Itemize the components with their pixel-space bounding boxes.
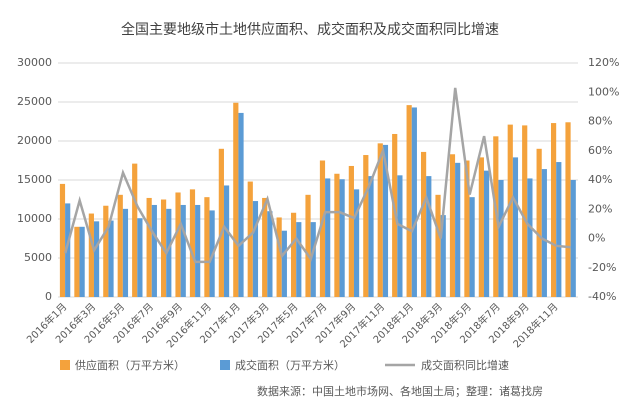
- bar: [281, 230, 287, 297]
- y-tick-label: 30000: [17, 56, 52, 69]
- bar: [305, 194, 311, 297]
- bar: [218, 148, 224, 297]
- bar: [122, 208, 129, 297]
- bar: [426, 176, 432, 297]
- bar: [406, 105, 412, 298]
- legend-label: 成交面积（万平方米）: [235, 358, 345, 372]
- bar: [238, 112, 244, 297]
- y2-tick-label: 0%: [588, 232, 605, 245]
- bar: [180, 204, 186, 297]
- bar: [88, 213, 94, 297]
- chart-title: 全国主要地级市土地供应面积、成交面积及成交面积同比增速: [121, 21, 499, 38]
- bar: [79, 226, 85, 297]
- bar: [565, 122, 571, 297]
- legend-label: 成交面积同比增速: [421, 358, 509, 372]
- legend-swatch: [220, 360, 230, 370]
- bar: [151, 204, 157, 297]
- bar: [435, 194, 441, 297]
- y-tick-label: 10000: [17, 212, 52, 225]
- y-tick-label: 20000: [17, 134, 52, 147]
- bar: [146, 197, 152, 297]
- bar: [411, 107, 417, 298]
- bar: [137, 218, 143, 297]
- bar: [536, 148, 542, 297]
- y2-tick-label: 120%: [588, 56, 619, 69]
- growth-line: [64, 87, 571, 264]
- y-tick-label: 15000: [17, 173, 52, 186]
- bar: [550, 123, 557, 297]
- bar: [469, 197, 475, 297]
- bar: [103, 205, 109, 297]
- bar: [483, 170, 490, 297]
- bar: [74, 226, 80, 297]
- bar: [527, 178, 533, 297]
- bar: [440, 215, 446, 297]
- bar: [108, 220, 114, 297]
- bar: [290, 212, 297, 297]
- y2-tick-label: 60%: [588, 144, 612, 157]
- bar: [319, 160, 326, 297]
- source-note: 数据来源：中国土地市场网、各地国土局；整理：诸葛找房: [257, 384, 543, 398]
- bar: [449, 154, 456, 297]
- bar: [455, 162, 461, 297]
- bar: [233, 102, 239, 297]
- bar: [498, 180, 504, 297]
- bar: [296, 222, 302, 297]
- bar: [464, 160, 470, 297]
- bar: [368, 176, 374, 297]
- y2-tick-label: -40%: [588, 290, 616, 303]
- bar: [363, 155, 369, 297]
- y-tick-label: 25000: [17, 95, 52, 108]
- bar: [132, 163, 138, 297]
- bar: [556, 162, 562, 297]
- y2-tick-label: 40%: [588, 173, 612, 186]
- bar: [276, 217, 282, 297]
- bar: [325, 178, 331, 297]
- legend-label: 供应面积（万平方米）: [75, 358, 185, 372]
- bar: [339, 179, 345, 297]
- y2-tick-label: 80%: [588, 115, 612, 128]
- bar: [353, 189, 360, 297]
- bar: [252, 201, 259, 297]
- bar: [382, 144, 389, 297]
- bar: [189, 189, 196, 297]
- y2-tick-label: 20%: [588, 202, 612, 215]
- bar: [93, 221, 100, 297]
- bar: [507, 124, 513, 298]
- y2-tick-label: -20%: [588, 261, 616, 274]
- y-tick-label: 0: [45, 290, 52, 303]
- bar: [310, 222, 316, 297]
- bar: [59, 183, 66, 297]
- bar: [570, 180, 576, 297]
- bar: [166, 208, 172, 297]
- bar: [247, 181, 253, 297]
- bar: [267, 211, 273, 297]
- y-tick-label: 5000: [24, 251, 52, 264]
- bar: [175, 192, 181, 297]
- bar: [223, 185, 230, 297]
- bar: [397, 175, 403, 297]
- bar: [334, 173, 340, 297]
- bar: [262, 197, 268, 297]
- y2-tick-label: 100%: [588, 85, 619, 98]
- bar: [478, 157, 484, 297]
- bar: [348, 165, 354, 297]
- bar: [420, 151, 427, 297]
- bar: [377, 143, 383, 297]
- bar: [522, 125, 528, 298]
- bar: [117, 194, 123, 297]
- bar: [65, 203, 71, 297]
- bar: [195, 204, 201, 297]
- legend-swatch: [60, 360, 70, 370]
- bar: [512, 157, 519, 297]
- bar: [204, 197, 210, 297]
- bar: [541, 169, 547, 297]
